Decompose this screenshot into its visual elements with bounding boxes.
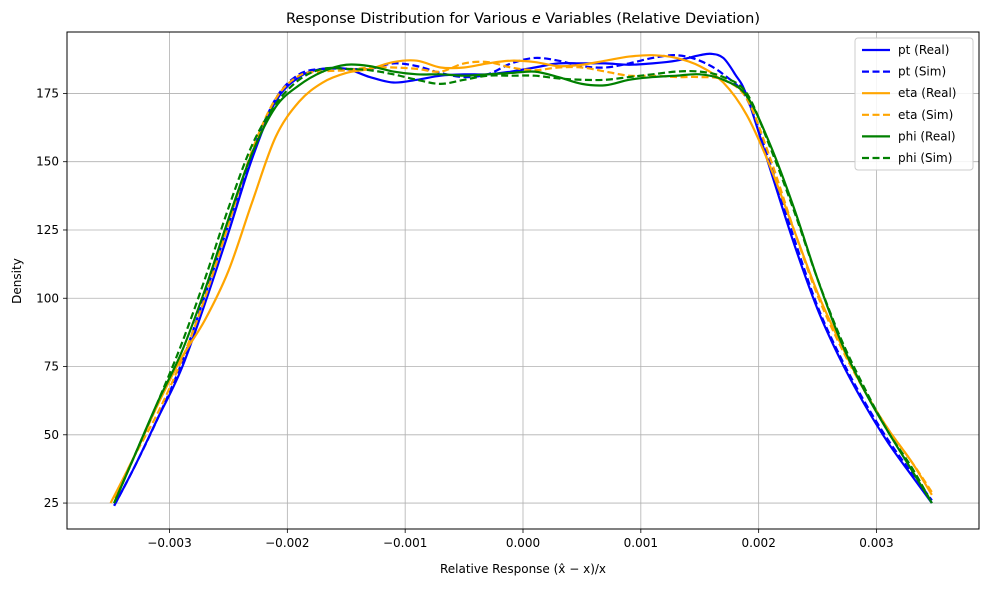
y-tick-label: 175	[36, 86, 59, 100]
series-line-phi-sim	[113, 66, 933, 504]
legend-label-pt-sim: pt (Sim)	[898, 65, 946, 79]
x-tick-label: 0.001	[624, 536, 658, 550]
y-tick-label: 150	[36, 155, 59, 169]
y-tick-label: 25	[44, 496, 59, 510]
y-tick-label: 50	[44, 428, 59, 442]
y-tick-label: 125	[36, 223, 59, 237]
x-tick-label: 0.003	[859, 536, 893, 550]
legend-label-phi-sim: phi (Sim)	[898, 151, 952, 165]
legend: pt (Real) pt (Sim) eta (Real) eta (Sim) phi …	[854, 37, 974, 171]
y-tick-label: 100	[36, 291, 59, 305]
x-tick-label: −0.002	[265, 536, 309, 550]
legend-label-eta-real: eta (Real)	[898, 86, 957, 100]
legend-label-phi-real: phi (Real)	[898, 129, 956, 143]
grid	[67, 32, 979, 529]
x-tick-label: −0.003	[147, 536, 191, 550]
series-lines	[109, 52, 933, 507]
y-axis-ticks: 25 50 75 100 125 150 175	[36, 86, 67, 510]
y-axis-label: Density	[10, 258, 24, 304]
x-axis-label: Relative Response (x̂ − x)/x	[440, 562, 606, 576]
x-axis-ticks: −0.003 −0.002 −0.001 0.000 0.001 0.002 0.003	[147, 529, 894, 550]
legend-label-eta-sim: eta (Sim)	[898, 108, 953, 122]
y-tick-label: 75	[44, 360, 59, 374]
chart-title: Response Distribution for Various e Vari…	[286, 11, 760, 27]
x-tick-label: −0.001	[383, 536, 427, 550]
legend-label-pt-real: pt (Real)	[898, 43, 949, 57]
x-tick-label: 0.000	[506, 536, 540, 550]
x-tick-label: 0.002	[741, 536, 775, 550]
